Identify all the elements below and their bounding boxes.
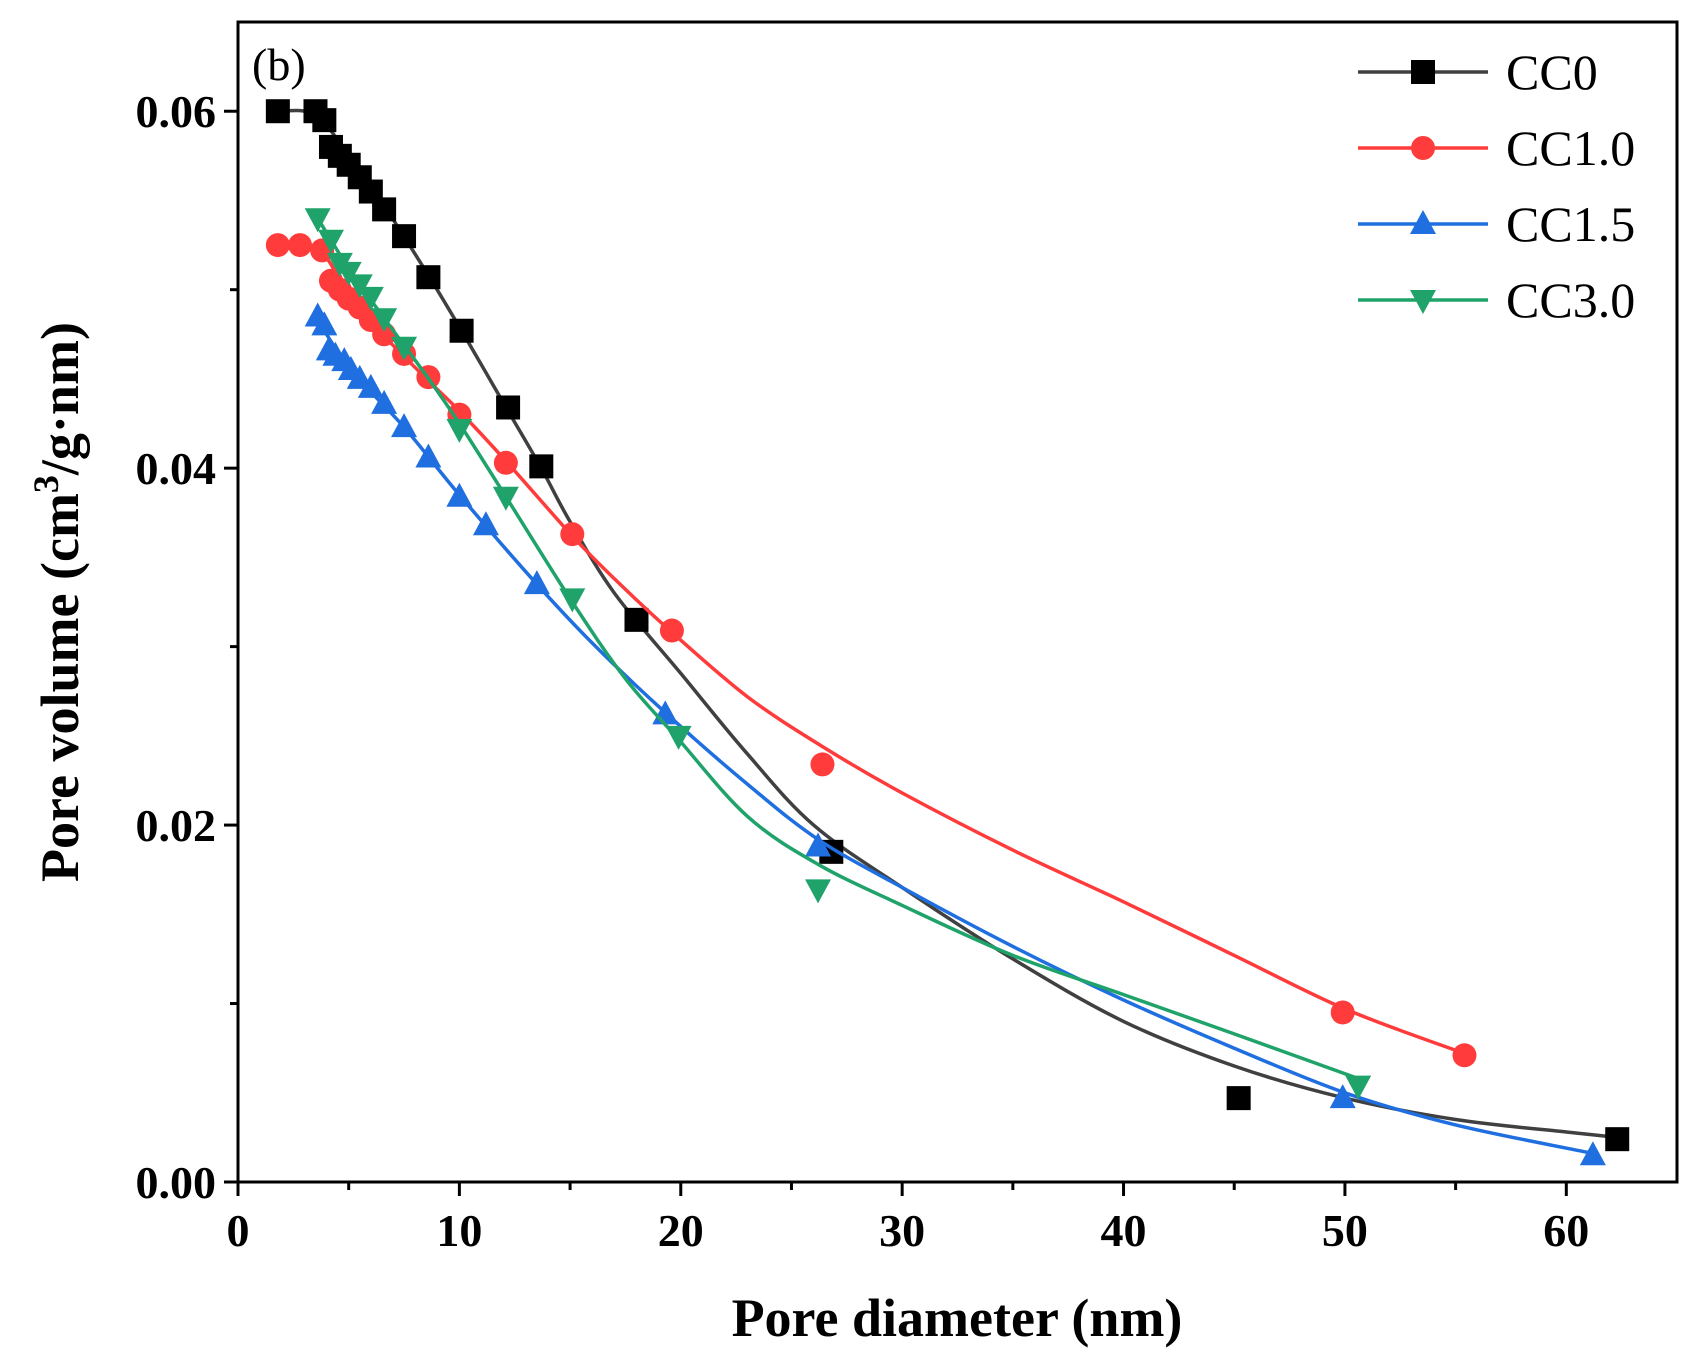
data-point-CC3.0 xyxy=(335,261,362,286)
data-point-CC1.5 xyxy=(1329,1084,1356,1109)
data-point-CC1.5 xyxy=(472,511,499,536)
data-point-CC1.0 xyxy=(560,522,585,547)
series-CC0 xyxy=(265,99,1630,1152)
data-point-CC1.5 xyxy=(1579,1141,1606,1166)
series-CC1.0 xyxy=(265,233,1477,1068)
data-point-CC0 xyxy=(624,607,649,632)
data-point-CC0 xyxy=(392,224,417,249)
y-tick-label: 0.04 xyxy=(136,443,217,494)
data-point-CC3.0 xyxy=(346,274,373,299)
data-point-CC3.0 xyxy=(559,588,586,613)
data-point-CC1.0 xyxy=(265,233,290,258)
legend-label: CC1.5 xyxy=(1506,196,1635,252)
y-axis-title-prefix: Pore volume (cm xyxy=(30,493,90,882)
data-point-CC1.0 xyxy=(287,233,312,258)
data-point-CC1.5 xyxy=(371,389,398,414)
data-point-CC1.0 xyxy=(810,752,835,777)
legend-marker xyxy=(1411,60,1435,84)
y-tick-label: 0.02 xyxy=(136,800,217,851)
data-point-CC0 xyxy=(1605,1127,1630,1152)
x-tick-label: 10 xyxy=(436,1205,482,1256)
fit-line-CC1.5 xyxy=(316,319,1594,1156)
data-point-CC1.5 xyxy=(311,311,338,336)
data-point-CC1.5 xyxy=(805,832,832,857)
x-tick-label: 0 xyxy=(227,1205,250,1256)
y-tick-label: 0.06 xyxy=(136,86,217,137)
x-axis-title: Pore diameter (nm) xyxy=(732,1288,1183,1348)
data-point-CC1.5 xyxy=(357,373,384,398)
legend-item-CC0: CC0 xyxy=(1358,44,1598,100)
fit-line-CC3.0 xyxy=(316,217,1359,1081)
data-point-CC0 xyxy=(529,454,554,479)
fit-line-CC1.0 xyxy=(277,243,1466,1056)
x-tick-label: 20 xyxy=(658,1205,704,1256)
data-point-CC3.0 xyxy=(1345,1075,1372,1100)
data-point-CC0 xyxy=(449,318,474,343)
data-point-CC3.0 xyxy=(304,208,331,233)
data-point-CC0 xyxy=(372,197,397,222)
y-tick-label: 0.00 xyxy=(136,1157,217,1208)
y-axis-title-suffix: /g·nm) xyxy=(30,322,90,476)
y-axis-title: Pore volume (cm3/g·nm) xyxy=(26,322,90,882)
data-point-CC3.0 xyxy=(317,229,344,254)
labels-layer: (b) Pore diameter (nm) Pore volume (cm3/… xyxy=(26,39,1182,1348)
data-point-CC1.5 xyxy=(523,570,550,595)
data-point-CC3.0 xyxy=(805,879,832,904)
legend-item-CC1.0: CC1.0 xyxy=(1358,120,1635,176)
legend: CC0 CC1.0 CC1.5 CC3.0 xyxy=(1358,44,1635,328)
data-point-CC3.0 xyxy=(492,486,519,511)
legend-marker xyxy=(1410,290,1436,314)
panel-label: (b) xyxy=(252,39,306,90)
x-tick-label: 40 xyxy=(1101,1205,1147,1256)
data-point-CC3.0 xyxy=(446,418,473,443)
x-tick-label: 60 xyxy=(1543,1205,1589,1256)
legend-marker xyxy=(1411,136,1435,160)
legend-marker xyxy=(1410,210,1436,234)
data-point-CC1.0 xyxy=(1330,1000,1355,1025)
data-point-CC3.0 xyxy=(665,725,692,750)
data-point-CC0 xyxy=(1226,1086,1251,1111)
y-axis-title-superscript: 3 xyxy=(26,475,66,493)
data-point-CC1.0 xyxy=(659,618,684,643)
x-tick-label: 50 xyxy=(1322,1205,1368,1256)
data-point-CC1.5 xyxy=(446,482,473,507)
legend-label: CC3.0 xyxy=(1506,272,1635,328)
series-CC3.0 xyxy=(304,208,1372,1100)
data-point-CC3.0 xyxy=(357,286,384,311)
data-point-CC0 xyxy=(265,99,290,124)
fit-line-CC0 xyxy=(277,108,1618,1140)
data-point-CC0 xyxy=(312,108,337,133)
data-point-CC1.0 xyxy=(493,450,518,475)
data-point-CC0 xyxy=(416,265,441,290)
data-point-CC3.0 xyxy=(371,308,398,333)
data-point-CC1.5 xyxy=(391,413,418,438)
legend-label: CC0 xyxy=(1506,44,1598,100)
data-point-CC3.0 xyxy=(391,336,418,361)
legend-item-CC3.0: CC3.0 xyxy=(1358,272,1635,328)
x-tick-label: 30 xyxy=(879,1205,925,1256)
legend-label: CC1.0 xyxy=(1506,120,1635,176)
legend-item-CC1.5: CC1.5 xyxy=(1358,196,1635,252)
data-point-CC0 xyxy=(496,395,521,420)
plot-frame xyxy=(236,20,1679,1184)
series-layer xyxy=(265,99,1630,1166)
ticks-layer: 0 10 20 30 40 50 60 0.00 0.02 0.04 0.06 xyxy=(136,86,1590,1256)
series-CC1.5 xyxy=(304,302,1606,1166)
data-point-CC1.5 xyxy=(415,443,442,468)
data-point-CC1.0 xyxy=(1452,1043,1477,1068)
